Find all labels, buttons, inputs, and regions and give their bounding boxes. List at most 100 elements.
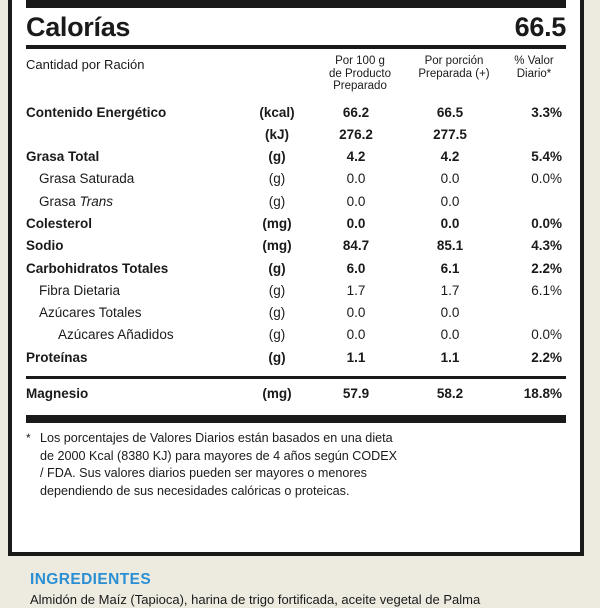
divider-below-calories [26, 45, 566, 49]
value-per-100g: 66.2 [342, 104, 370, 120]
nutrient-name: Azúcares Totales [39, 305, 142, 321]
divider-thick-top [26, 0, 566, 8]
value-per-portion: 4.2 [440, 149, 460, 165]
nutrient-name: Fibra Dietaria [39, 282, 121, 298]
micronutrient-rows: Magnesio (mg) 57.9 58.2 18.8% [26, 383, 566, 405]
nutrient-name: Proteínas [26, 349, 88, 365]
value-daily-percent: 6.1% [531, 282, 562, 298]
nutrient-unit: (g) [268, 149, 286, 165]
nutrient-name: Carbohidratos Totales [26, 260, 169, 276]
value-per-100g: 0.0 [346, 171, 366, 187]
value-daily-percent: 2.2% [531, 260, 562, 276]
nutrient-unit: (g) [268, 349, 286, 365]
ingredients-heading: INGREDIENTES [30, 571, 152, 588]
value-per-portion: 85.1 [436, 238, 464, 254]
calories-row: Calorías 66.5 [26, 8, 566, 45]
value-per-100g: 84.7 [342, 238, 370, 254]
nutrient-name: Grasa Trans [39, 193, 114, 209]
value-daily-percent: 18.8% [523, 386, 562, 402]
nutrient-name: Contenido Energético [26, 104, 167, 120]
nutrient-row: Contenido Energético (kcal) 66.2 66.5 3.3% [26, 102, 566, 124]
col2-line-2: Preparada (+) [418, 67, 490, 80]
calories-label: Calorías [26, 12, 131, 42]
nutrient-unit: (mg) [262, 215, 292, 231]
value-daily-percent: 4.3% [531, 238, 562, 254]
nutrient-unit: (g) [268, 171, 286, 187]
nutrient-name: Azúcares Añadidos [58, 327, 174, 343]
nutrient-unit: (g) [268, 282, 286, 298]
nutrient-row: Azúcares Totales (g) 0.0 0.0 [26, 302, 566, 324]
value-daily-percent: 3.3% [531, 104, 562, 120]
value-daily-percent: 2.2% [531, 349, 562, 365]
nutrient-row: Sodio (mg) 84.7 85.1 4.3% [26, 235, 566, 257]
footnote-line-1: Los porcentajes de Valores Diarios están… [40, 431, 393, 446]
value-per-portion: 58.2 [436, 386, 464, 402]
column-header-per-portion: Por porción Preparada (+) [406, 55, 502, 80]
calories-value: 66.5 [514, 12, 567, 42]
nutrition-facts-panel: Tamaño de la Porción Preparada (+) aprox… [8, 0, 584, 556]
value-per-portion: 0.0 [440, 327, 460, 343]
footnote-line-2: de 2000 Kcal (8380 KJ) para mayores de 4… [40, 448, 398, 463]
nutrient-unit: (kcal) [259, 104, 295, 120]
col3-line-2: Diario* [516, 67, 552, 80]
nutrient-unit: (g) [268, 260, 286, 276]
footnote-asterisk: * [26, 431, 31, 446]
nutrient-name: Magnesio [26, 386, 89, 402]
ingredients-section: INGREDIENTES Almidón de Maíz (Tapioca), … [30, 571, 570, 608]
col1-line-2: de Producto [328, 67, 391, 80]
value-per-100g: 1.1 [346, 349, 366, 365]
col1-line-3: Preparado [333, 80, 387, 92]
nutrient-unit: (g) [268, 193, 286, 209]
nutrient-row: Grasa Total (g) 4.2 4.2 5.4% [26, 146, 566, 168]
column-headers: Cantidad por Ración Por 100 g de Product… [26, 49, 566, 97]
nutrient-unit: (mg) [262, 238, 292, 254]
value-per-100g: 1.7 [346, 282, 366, 298]
column-header-per-100g: Por 100 g de Producto Preparado [314, 55, 406, 93]
value-per-portion: 0.0 [440, 193, 460, 209]
value-per-100g: 0.0 [346, 215, 366, 231]
value-per-100g: 0.0 [346, 193, 366, 209]
divider-thick-footnote [26, 415, 566, 424]
value-daily-percent: 0.0% [531, 215, 562, 231]
nutrient-row: Grasa Saturada (g) 0.0 0.0 0.0% [26, 168, 566, 190]
col3-line-1: % Valor [514, 55, 554, 67]
value-daily-percent: 5.4% [531, 149, 562, 165]
value-per-portion: 1.7 [440, 282, 460, 298]
value-per-portion: 0.0 [440, 215, 460, 231]
nutrient-name-italic: Trans [79, 193, 114, 209]
column-header-daily-value: % Valor Diario* [502, 55, 566, 80]
nutrient-unit: (g) [268, 305, 286, 321]
ingredients-body: Almidón de Maíz (Tapioca), harina de tri… [30, 592, 481, 607]
value-daily-percent: 0.0% [531, 327, 562, 343]
divider-micronutrients [26, 376, 566, 380]
value-per-portion: 0.0 [440, 171, 460, 187]
footnote-line-4: dependiendo de sus necesidades calóricas… [40, 483, 350, 498]
value-per-100g: 276.2 [339, 126, 373, 142]
footnote-body: Los porcentajes de Valores Diarios están… [28, 430, 564, 500]
value-per-portion: 0.0 [440, 305, 460, 321]
nutrient-unit: (g) [268, 327, 286, 343]
nutrient-row: Magnesio (mg) 57.9 58.2 18.8% [26, 383, 566, 405]
value-per-100g: 0.0 [346, 305, 366, 321]
value-per-100g: 4.2 [346, 149, 366, 165]
nutrient-name: Colesterol [26, 215, 93, 231]
nutrient-row: Grasa Trans (g) 0.0 0.0 [26, 191, 566, 213]
value-per-portion: 1.1 [440, 349, 460, 365]
nutrient-row: Colesterol (mg) 0.0 0.0 0.0% [26, 213, 566, 235]
value-daily-percent: 0.0% [531, 171, 562, 187]
nutrient-row: (kJ) 276.2 277.5 [26, 124, 566, 146]
value-per-100g: 57.9 [342, 386, 370, 402]
nutrient-name: Sodio [26, 238, 64, 254]
nutrient-row: Proteínas (g) 1.1 1.1 2.2% [26, 347, 566, 369]
nutrient-row: Fibra Dietaria (g) 1.7 1.7 6.1% [26, 280, 566, 302]
value-per-portion: 277.5 [433, 126, 467, 142]
footnote-line-3: / FDA. Sus valores diarios pueden ser ma… [40, 466, 367, 481]
amount-per-serving-label: Cantidad por Ración [26, 57, 145, 72]
nutrient-name: Grasa Saturada [39, 171, 135, 187]
nutrient-unit: (kJ) [264, 126, 289, 142]
daily-value-footnote: * Los porcentajes de Valores Diarios est… [26, 423, 566, 500]
col1-line-1: Por 100 g [335, 55, 385, 67]
nutrient-rows: Contenido Energético (kcal) 66.2 66.5 3.3% (k… [26, 97, 566, 370]
value-per-portion: 66.5 [436, 104, 464, 120]
